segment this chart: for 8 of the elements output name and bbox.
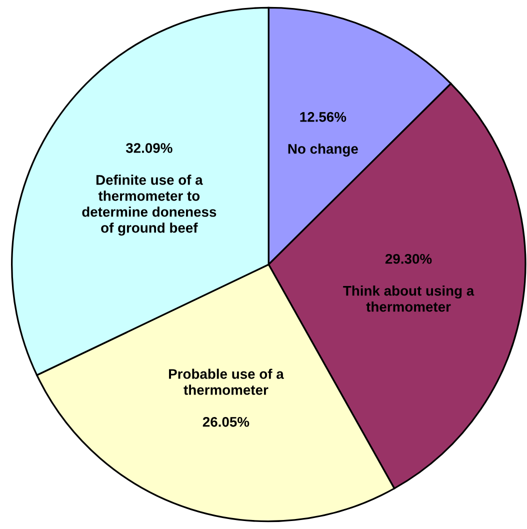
data-label: 29.30%	[385, 254, 432, 264]
slice-label: Probable use of a thermometer	[169, 368, 284, 395]
slice-label: Think about using a thermometer	[343, 286, 474, 312]
slice-label: Definite use of a thermometer to determine doneness of ground beef	[82, 174, 216, 236]
data-label: 12.56%	[300, 112, 346, 122]
data-label: 26.05%	[202, 416, 250, 427]
data-label: 32.09%	[126, 143, 172, 153]
slice-label: No change	[288, 144, 358, 157]
